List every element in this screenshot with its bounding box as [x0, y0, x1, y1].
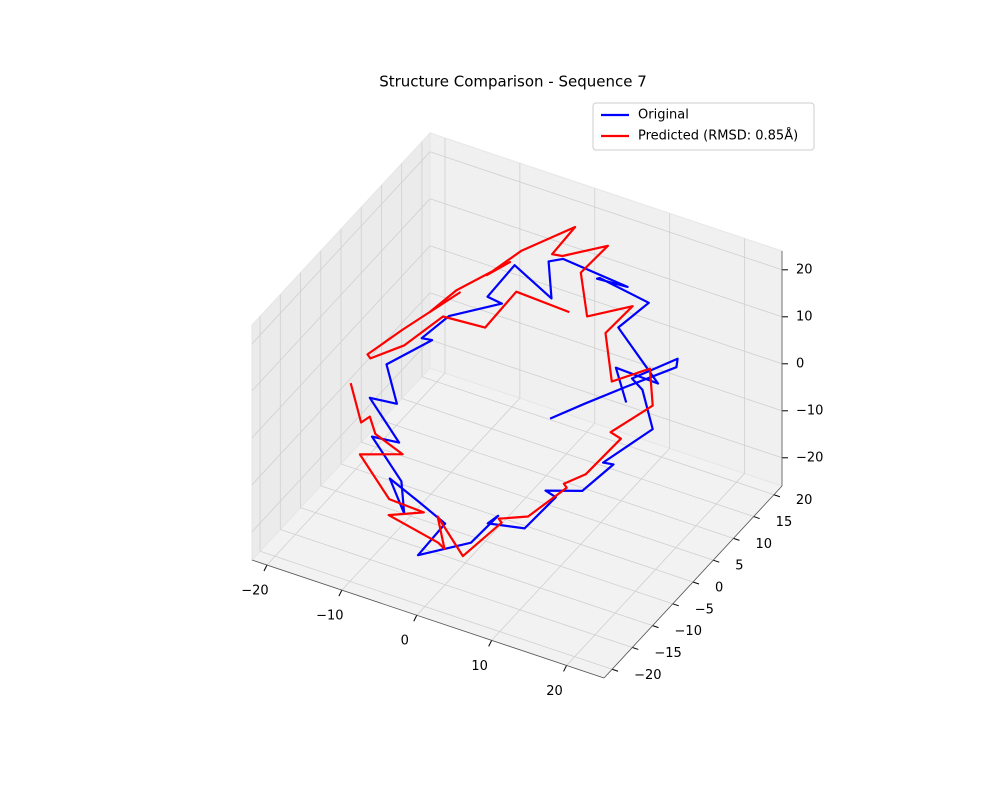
x-tick-label: −10 — [316, 609, 343, 624]
x-tick-label: −20 — [241, 584, 268, 599]
y-tick — [672, 603, 679, 607]
y-tick-label: 5 — [735, 559, 743, 574]
ticks: −20−1001020−20−15−10−505101520−20−100102… — [241, 251, 823, 699]
data-lines — [349, 225, 679, 558]
grid-line — [429, 292, 783, 412]
grid-line — [401, 398, 754, 517]
y-tick-label: 20 — [796, 493, 813, 508]
grid-line — [429, 198, 783, 318]
grid-line — [429, 245, 783, 365]
axis-line — [251, 559, 605, 679]
legend-box — [592, 102, 815, 151]
grid-line — [251, 245, 431, 439]
grid-line — [280, 529, 633, 648]
y-tick — [733, 537, 740, 541]
y-tick-label: 10 — [755, 537, 772, 552]
x-tick — [488, 640, 493, 647]
z-tick-label: −20 — [796, 450, 823, 465]
z-tick-label: −10 — [796, 403, 823, 418]
grid-line — [251, 151, 431, 345]
z-tick-label: 20 — [796, 262, 813, 277]
legend: Original Predicted (RMSD: 0.85Å) — [592, 102, 815, 151]
y-tick — [692, 581, 700, 585]
grid-line — [251, 198, 431, 392]
grid-line — [429, 151, 783, 271]
legend-label: Original — [638, 108, 689, 123]
y-tick — [632, 646, 639, 650]
y-tick — [713, 559, 720, 563]
y-tick-label: −15 — [654, 646, 681, 661]
x-tick — [563, 665, 568, 672]
y-tick — [773, 494, 781, 498]
structure-line — [368, 257, 679, 557]
chart-title: Structure Comparison - Sequence 7 — [379, 73, 647, 91]
x-tick-label: 0 — [401, 634, 409, 649]
y-tick-label: −5 — [695, 602, 714, 617]
grid-line — [320, 485, 673, 605]
y-tick — [652, 625, 659, 629]
grid-line — [251, 292, 431, 486]
y-tick-label: 0 — [715, 581, 723, 596]
grid-line — [361, 441, 714, 561]
axes-panes — [251, 131, 783, 679]
grid-line — [259, 550, 613, 670]
x-tick — [263, 564, 268, 572]
axis-line — [603, 485, 783, 679]
y-tick-label: −10 — [675, 624, 702, 639]
z-tick-label: 10 — [796, 309, 813, 324]
grid-line — [300, 507, 653, 627]
grid-line — [381, 419, 734, 539]
grid-line — [251, 339, 431, 533]
x-tick-label: 20 — [546, 684, 563, 699]
x-tick — [413, 615, 418, 622]
y-tick-label: 15 — [776, 515, 793, 530]
x-tick — [338, 589, 343, 597]
grid-line — [429, 339, 783, 459]
y-tick-label: −20 — [634, 668, 661, 683]
y-tick — [611, 668, 619, 672]
structure-line — [349, 225, 654, 558]
grid-line — [340, 463, 694, 583]
z-tick-label: 0 — [796, 356, 804, 371]
legend-label: Predicted (RMSD: 0.85Å) — [638, 128, 798, 144]
y-tick — [753, 516, 760, 520]
grid-line — [421, 376, 775, 496]
x-tick-label: 10 — [471, 659, 488, 674]
